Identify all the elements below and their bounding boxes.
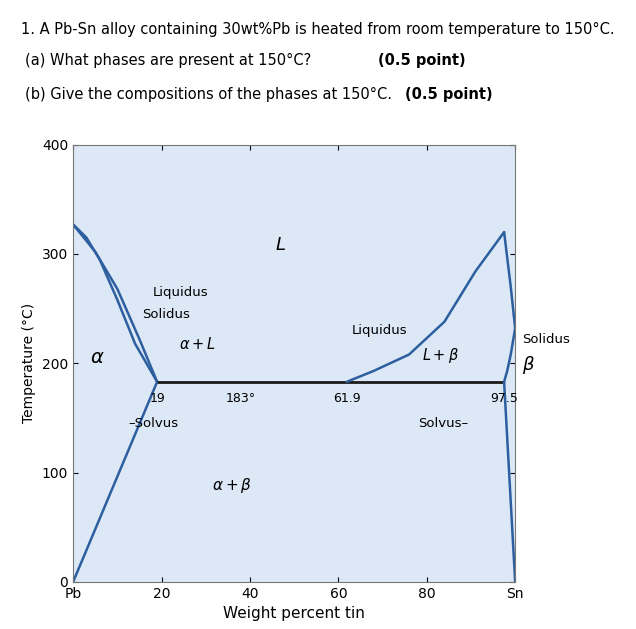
X-axis label: Weight percent tin: Weight percent tin — [223, 606, 365, 621]
Text: 97.5: 97.5 — [490, 392, 518, 404]
Text: $\alpha + \beta$: $\alpha + \beta$ — [212, 476, 252, 495]
Text: (a) What phases are present at 150°C?: (a) What phases are present at 150°C? — [25, 53, 316, 69]
Text: $\alpha$: $\alpha$ — [90, 348, 105, 367]
Text: Liquidus: Liquidus — [153, 286, 209, 299]
Text: $\alpha + L$: $\alpha + L$ — [179, 336, 216, 352]
Text: Liquidus: Liquidus — [352, 324, 407, 337]
Text: –Solvus: –Solvus — [128, 417, 179, 430]
Text: Solidus: Solidus — [522, 333, 570, 346]
Text: 61.9: 61.9 — [333, 392, 361, 404]
Text: $L + \beta$: $L + \beta$ — [422, 346, 459, 365]
Text: (b) Give the compositions of the phases at 150°C.: (b) Give the compositions of the phases … — [25, 87, 397, 102]
Text: 19: 19 — [149, 392, 165, 404]
Text: 183°: 183° — [226, 392, 256, 404]
Text: (0.5 point): (0.5 point) — [405, 87, 493, 102]
Text: 1. A Pb-Sn alloy containing 30wt%Pb is heated from room temperature to 150°C.: 1. A Pb-Sn alloy containing 30wt%Pb is h… — [21, 22, 615, 37]
Text: Solvus–: Solvus– — [418, 417, 468, 430]
Y-axis label: Temperature (°C): Temperature (°C) — [22, 303, 36, 423]
Text: $L$: $L$ — [275, 237, 286, 254]
Text: (0.5 point): (0.5 point) — [378, 53, 466, 69]
Text: Solidus: Solidus — [142, 308, 190, 321]
Text: $\beta$: $\beta$ — [522, 354, 535, 376]
